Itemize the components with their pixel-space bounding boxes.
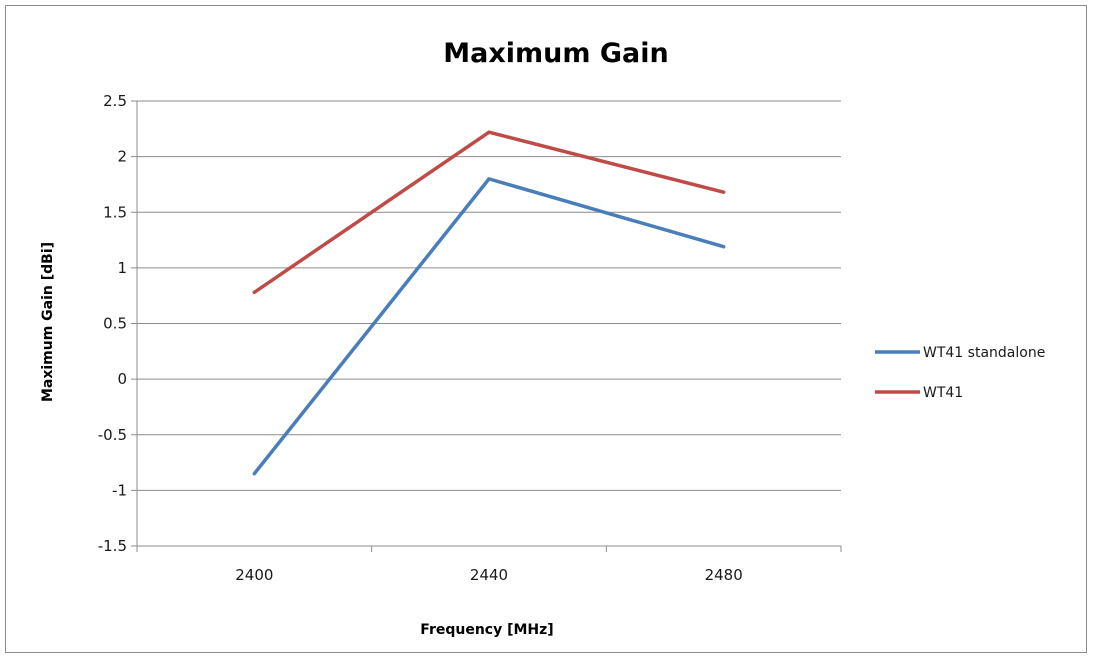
gridlines — [137, 100, 841, 547]
y-tick-label: 0.5 — [103, 315, 127, 333]
y-tick-labels: 2.5 2 1.5 1 0.5 0 -0.5 -1 -1.5 — [98, 92, 127, 555]
x-tick-labels: 2400 2440 2480 — [235, 566, 743, 584]
axes — [131, 100, 842, 552]
legend: WT41 standalone WT41 — [875, 345, 1045, 401]
y-axis-label: Maximum Gain [dBi] — [40, 242, 56, 402]
y-tick-label: -1 — [112, 481, 127, 499]
data-point — [252, 290, 256, 294]
data-point — [252, 472, 256, 476]
x-axis-label: Frequency [MHz] — [420, 622, 553, 638]
data-point — [487, 177, 491, 181]
x-tick-label: 2400 — [235, 566, 273, 584]
y-tick-label: 1.5 — [103, 203, 127, 221]
y-tick-label: 2.5 — [103, 92, 127, 110]
data-point — [722, 190, 726, 194]
y-tick-label: 0 — [117, 370, 127, 388]
legend-label: WT41 standalone — [923, 345, 1045, 361]
series-line-0 — [252, 177, 726, 476]
y-tick-label: -1.5 — [98, 537, 127, 555]
x-tick-label: 2480 — [705, 566, 743, 584]
chart-frame — [5, 5, 1087, 653]
data-point — [722, 245, 726, 249]
series-lines — [252, 130, 726, 476]
y-tick-label: 2 — [117, 148, 127, 166]
chart-title: Maximum Gain — [443, 38, 669, 69]
x-tick-label: 2440 — [470, 566, 508, 584]
legend-label: WT41 — [923, 385, 963, 401]
y-tick-label: -0.5 — [98, 426, 127, 444]
y-tick-label: 1 — [117, 259, 127, 277]
data-point — [487, 130, 491, 134]
